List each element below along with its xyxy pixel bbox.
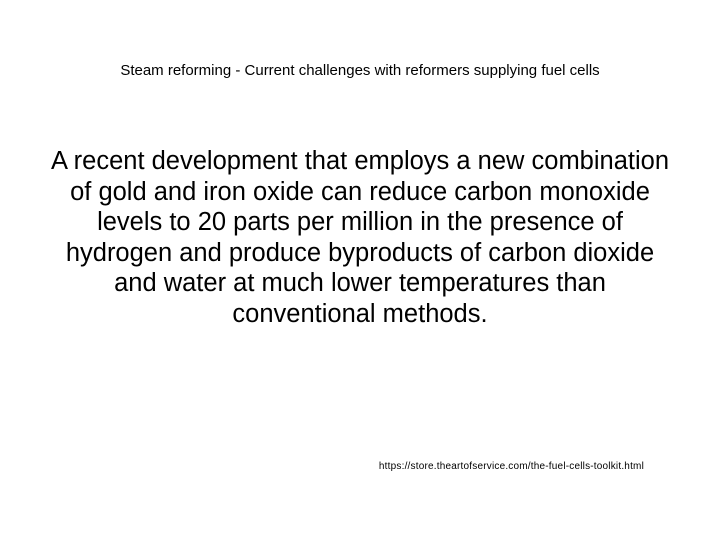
slide-body-text: A recent development that employs a new … bbox=[48, 146, 672, 330]
slide-container: Steam reforming - Current challenges wit… bbox=[0, 0, 720, 540]
slide-title: Steam reforming - Current challenges wit… bbox=[0, 62, 720, 79]
footer-source-url: https://store.theartofservice.com/the-fu… bbox=[379, 461, 644, 472]
